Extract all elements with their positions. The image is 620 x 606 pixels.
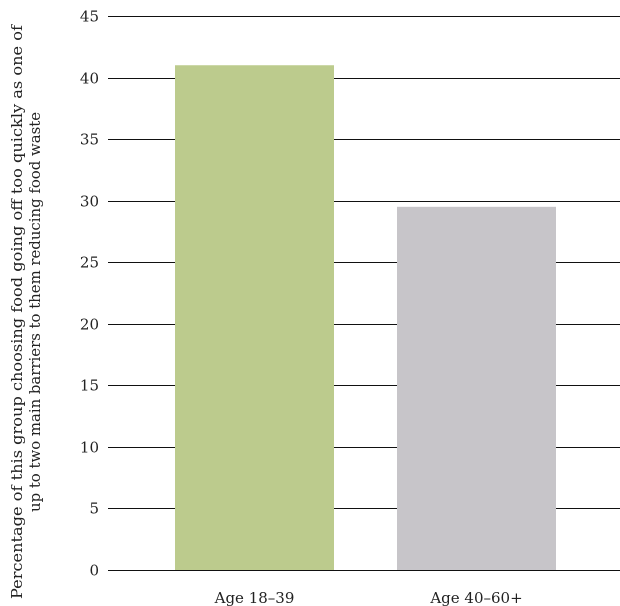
y-tick-label-25: 25 <box>80 254 99 272</box>
category-labels: Age 18–39 Age 40–60+ <box>214 589 523 606</box>
bar-2 <box>397 206 556 571</box>
y-tick-label-5: 5 <box>89 500 99 518</box>
y-tick-label-30: 30 <box>80 193 99 211</box>
y-axis-title-line-1: Percentage of this group choosing food g… <box>8 23 26 599</box>
bar-1 <box>175 65 334 570</box>
category-label-1: Age 18–39 <box>214 589 295 606</box>
y-tick-label-40: 40 <box>80 70 99 88</box>
category-label-2: Age 40–60+ <box>429 589 522 606</box>
y-tick-label-10: 10 <box>80 439 99 457</box>
y-axis-title-line-2: up to two main barriers to them reducing… <box>26 112 44 512</box>
y-tick-label-45: 45 <box>80 8 99 26</box>
y-tick-label-0: 0 <box>89 562 99 580</box>
y-axis-title: Percentage of this group choosing food g… <box>8 23 44 599</box>
y-tick-label-35: 35 <box>80 131 99 149</box>
y-tick-label-20: 20 <box>80 316 99 334</box>
bars <box>175 65 556 571</box>
y-tick-label-15: 15 <box>80 377 99 395</box>
y-tick-labels: 0 5 10 15 20 25 30 35 40 45 <box>80 8 99 580</box>
